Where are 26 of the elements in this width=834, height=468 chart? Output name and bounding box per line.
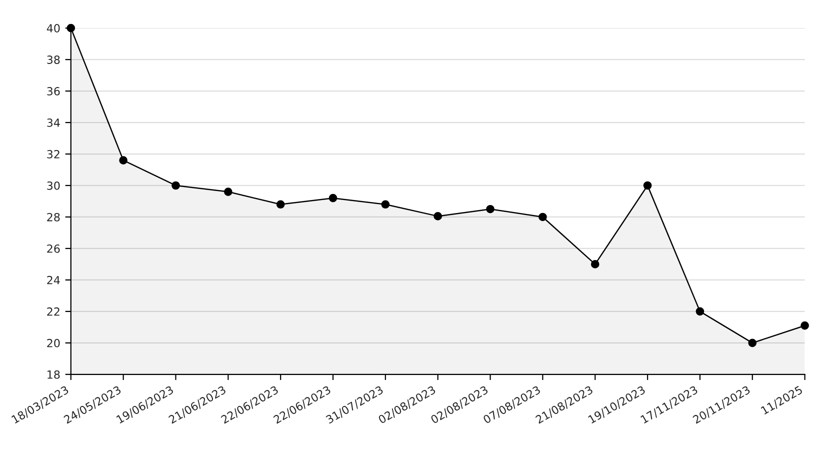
y-tick-label: 28 [47, 212, 60, 222]
y-tick-label: 20 [47, 338, 60, 348]
y-tick-label: 30 [47, 181, 60, 190]
point [800, 321, 809, 330]
point [434, 212, 442, 220]
point [486, 204, 494, 214]
point [696, 307, 704, 316]
y-tick-label: 18 [48, 370, 60, 379]
point [276, 200, 285, 209]
point [748, 338, 757, 348]
point [590, 260, 600, 268]
point [643, 181, 652, 190]
y-tick-label: 32 [47, 150, 60, 158]
point [224, 188, 232, 196]
y-tick-label: 38 [47, 56, 60, 64]
y-tick-label: 22 [47, 307, 60, 316]
y-tick-label: 34 [47, 118, 60, 127]
y-tick-label: 40 [46, 24, 60, 32]
point [538, 212, 547, 222]
point [172, 181, 180, 190]
point [381, 200, 390, 209]
y-tick-label: 36 [47, 87, 60, 96]
y-tick-label: 24 [47, 276, 60, 284]
point [328, 194, 338, 202]
point [119, 156, 128, 164]
y-tick-label: 26 [47, 244, 60, 253]
